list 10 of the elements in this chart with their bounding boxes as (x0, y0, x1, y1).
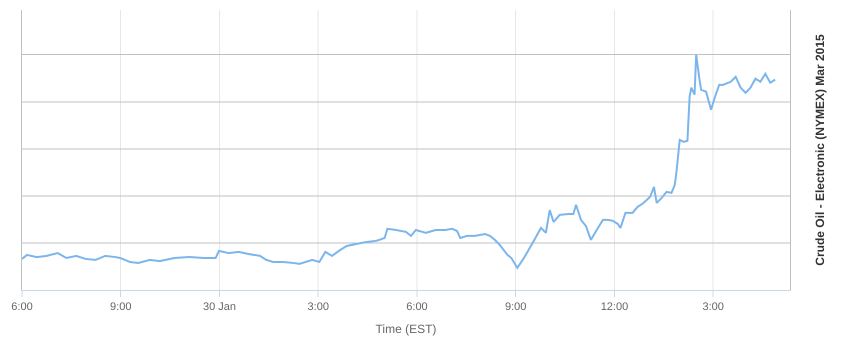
x-tick-label: 9:00 (110, 301, 132, 314)
x-tick-label: 9:00 (505, 301, 526, 314)
x-tick-label: 30 Jan (202, 301, 236, 314)
x-tick-label: 3:00 (702, 301, 724, 314)
x-tick-label: 12:00 (600, 301, 628, 314)
x-tick-label: 3:00 (308, 301, 329, 314)
x-axis-title: Time (EST) (376, 322, 436, 336)
x-tick-label: 6:00 (406, 301, 428, 314)
x-tick-label: 6:00 (11, 301, 33, 314)
y-axis-title: Crude Oil - Electronic (NYMEX) Mar 2015 (812, 34, 827, 266)
